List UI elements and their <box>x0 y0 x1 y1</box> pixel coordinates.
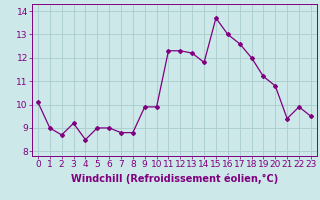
X-axis label: Windchill (Refroidissement éolien,°C): Windchill (Refroidissement éolien,°C) <box>71 173 278 184</box>
